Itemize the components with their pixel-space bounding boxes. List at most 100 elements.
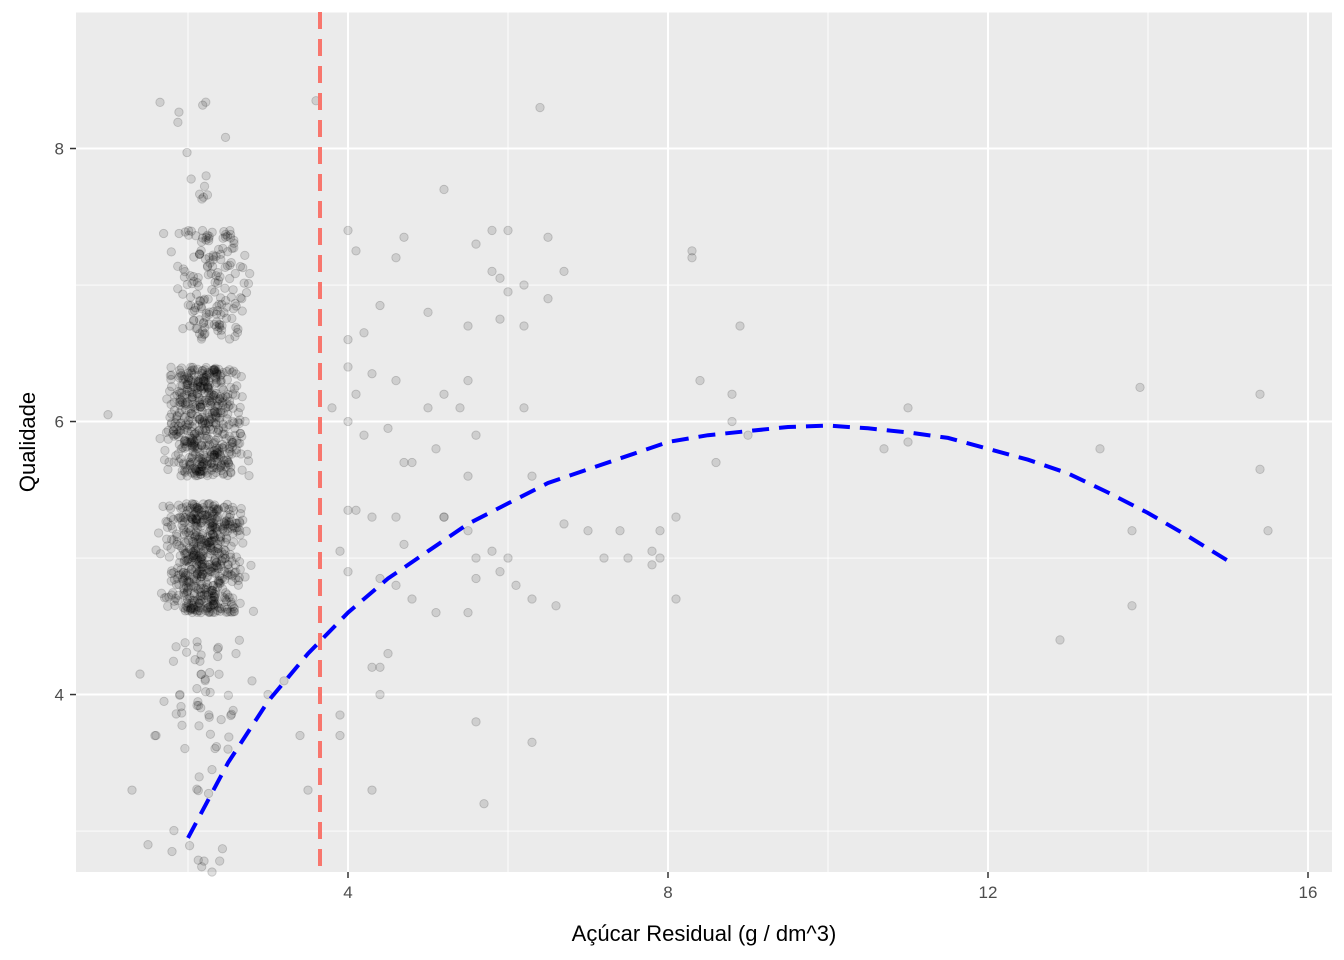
data-point: [185, 460, 195, 471]
data-point: [174, 457, 184, 467]
data-point: [203, 417, 214, 428]
data-point: [208, 595, 218, 605]
data-point: [194, 249, 205, 260]
data-point: [463, 526, 473, 536]
data-point: [185, 459, 195, 469]
data-point: [187, 604, 197, 614]
data-point: [190, 441, 200, 451]
data-point: [205, 566, 215, 577]
data-point: [214, 400, 224, 410]
data-point: [206, 594, 216, 604]
data-point: [224, 732, 234, 742]
data-point: [181, 582, 192, 592]
data-point: [235, 518, 245, 528]
data-point: [207, 585, 217, 596]
data-point: [671, 512, 681, 522]
data-point: [197, 510, 207, 520]
data-point: [216, 465, 226, 476]
data-point: [181, 400, 191, 410]
data-point: [188, 553, 198, 563]
data-point: [229, 603, 239, 614]
data-point: [187, 392, 197, 403]
data-point: [192, 784, 202, 794]
data-point: [170, 600, 180, 611]
data-point: [226, 710, 236, 721]
data-point: [200, 510, 210, 521]
data-point: [212, 562, 222, 573]
data-point: [210, 553, 221, 564]
data-point: [194, 556, 204, 566]
data-point: [503, 225, 513, 236]
data-point: [224, 431, 234, 441]
data-point: [222, 414, 232, 424]
data-point: [211, 411, 221, 422]
data-point: [163, 434, 173, 444]
data-point: [185, 366, 196, 376]
data-point: [335, 710, 345, 720]
data-point: [222, 247, 233, 257]
data-point: [391, 375, 401, 386]
data-point: [188, 439, 199, 450]
data-point: [164, 501, 175, 511]
data-point: [208, 439, 219, 449]
data-point: [187, 394, 197, 404]
data-point: [173, 284, 183, 294]
data-points: [103, 96, 1273, 877]
data-point: [203, 594, 213, 604]
data-point: [196, 334, 207, 344]
data-point: [208, 392, 218, 402]
data-point: [204, 307, 215, 317]
data-point: [221, 516, 231, 526]
data-point: [216, 460, 227, 471]
data-point: [195, 534, 206, 544]
data-point: [166, 399, 176, 410]
data-point: [175, 388, 185, 398]
data-point: [204, 422, 214, 432]
data-point: [211, 443, 222, 453]
data-point: [229, 238, 239, 248]
data-point: [192, 637, 202, 647]
data-point: [206, 400, 216, 411]
data-point: [210, 410, 220, 420]
data-point: [207, 285, 217, 295]
data-point: [186, 408, 196, 418]
data-point: [214, 299, 224, 310]
data-point: [175, 397, 185, 407]
data-point: [201, 362, 211, 373]
data-point: [220, 553, 230, 564]
data-point: [551, 601, 561, 611]
data-point: [224, 273, 235, 284]
data-point: [207, 261, 218, 272]
data-point: [193, 642, 203, 652]
data-point: [226, 468, 236, 478]
data-point: [231, 369, 241, 379]
data-point: [202, 552, 213, 562]
data-point: [201, 453, 212, 463]
data-point: [178, 458, 189, 468]
data-point: [201, 543, 211, 554]
data-point: [213, 548, 223, 558]
data-point: [187, 468, 197, 478]
data-point: [228, 403, 238, 413]
data-point: [193, 378, 203, 388]
data-point: [237, 392, 247, 402]
data-point: [192, 559, 202, 570]
data-point: [186, 603, 196, 613]
data-point: [235, 415, 245, 425]
data-point: [193, 504, 203, 514]
data-point: [209, 452, 220, 462]
data-point: [198, 499, 209, 509]
data-point: [235, 428, 246, 439]
data-point: [164, 386, 175, 396]
data-point: [210, 435, 221, 445]
data-point: [227, 521, 238, 531]
data-point: [183, 568, 193, 578]
data-point: [229, 568, 240, 578]
data-point: [209, 449, 219, 460]
data-point: [162, 522, 173, 532]
data-point: [186, 512, 196, 522]
data-point: [177, 388, 187, 398]
data-point: [487, 266, 497, 277]
data-point: [184, 507, 195, 518]
data-point: [165, 503, 176, 514]
